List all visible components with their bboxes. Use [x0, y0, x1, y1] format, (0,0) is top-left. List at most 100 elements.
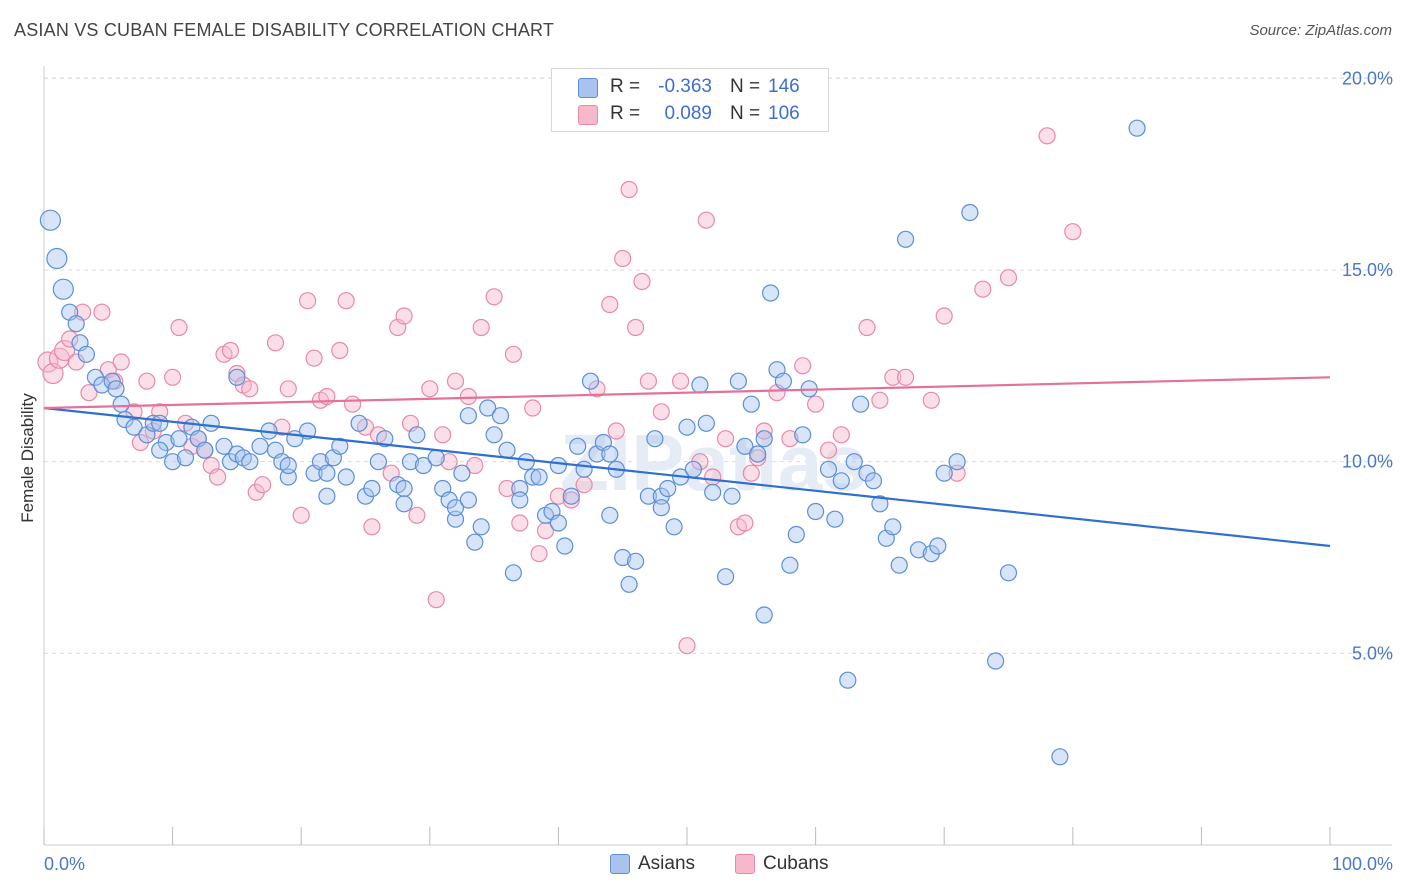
cubans-point: [922, 391, 940, 409]
cubans-legend-swatch: [735, 854, 755, 874]
asians-point: [1051, 748, 1069, 766]
asians-point: [845, 453, 863, 471]
cubans-point: [446, 372, 465, 390]
cubans-point: [221, 341, 240, 360]
cubans-point: [832, 426, 850, 444]
asians-point: [806, 502, 825, 521]
cubans-point: [974, 280, 992, 298]
asians-point: [569, 437, 587, 455]
asians-point: [479, 399, 497, 417]
asians-point: [376, 430, 394, 448]
asians-point: [864, 472, 883, 490]
asians-point: [794, 426, 812, 444]
asians-point: [948, 453, 966, 471]
y-tick-label: 15.0%: [1342, 260, 1393, 280]
legend-r-label: R =: [610, 103, 641, 124]
asians-point: [524, 468, 542, 486]
legend-n-value: 146: [768, 76, 800, 97]
cubans-point: [781, 430, 799, 448]
cubans-point: [170, 318, 188, 337]
cubans-point: [1064, 223, 1082, 241]
asians-point: [890, 556, 908, 574]
cubans-point: [37, 351, 59, 373]
asians-point: [164, 453, 182, 471]
asians-point: [909, 541, 928, 559]
y-axis-label: Female Disability: [18, 393, 37, 523]
tick-labels: 5.0% 10.0% 15.0% 20.0% 0.0% 100.0% Female Disa…: [18, 68, 1393, 874]
cubans-point: [742, 464, 760, 482]
asians-point: [251, 437, 269, 455]
cubans-point: [164, 368, 182, 386]
asians-point: [228, 368, 246, 386]
cubans-point: [749, 449, 767, 467]
series-legend: Asians Cubans: [0, 852, 1406, 878]
correlation-legend: R = -0.363 N = 146 R = 0.089 N = 106: [551, 68, 829, 132]
cubans-point: [935, 307, 953, 325]
legend-label-cubans: Cubans: [763, 853, 829, 874]
asians-point: [652, 499, 670, 517]
asians-point: [896, 230, 915, 248]
asians-point: [241, 453, 259, 471]
cubans-point: [466, 456, 484, 475]
asians-trend-line: [43, 406, 1331, 548]
asians-point: [549, 456, 568, 475]
asians-point: [46, 247, 68, 270]
cubans-point: [209, 468, 227, 486]
y-tick-label: 20.0%: [1342, 68, 1393, 88]
cubans-trend-line: [43, 376, 1331, 410]
asians-point: [665, 518, 683, 536]
asians-point: [67, 315, 85, 333]
asians-point: [93, 376, 111, 394]
x-tick-label: 100.0%: [1332, 854, 1393, 874]
asians-point: [755, 606, 773, 624]
asians-point: [517, 453, 535, 471]
asians-point: [369, 453, 387, 471]
x-tick-label: 0.0%: [44, 854, 85, 874]
cubans-point: [408, 506, 426, 524]
cubans-point: [678, 637, 696, 655]
asians-point: [755, 430, 773, 448]
asians-point: [556, 537, 574, 555]
cubans-point: [736, 514, 754, 532]
cubans-points: [37, 127, 1082, 655]
cubans-point: [819, 441, 838, 459]
cubans-point: [337, 292, 355, 310]
cubans-point: [61, 330, 79, 348]
asians-point: [575, 460, 593, 478]
asians-point: [684, 460, 703, 478]
cubans-point: [344, 395, 362, 413]
asians-point: [350, 414, 368, 432]
cubans-point: [562, 491, 580, 509]
cubans-point: [884, 368, 902, 386]
cubans-point: [697, 211, 715, 229]
asians-point: [453, 464, 471, 482]
cubans-swatch: [578, 105, 598, 125]
asians-point: [774, 372, 793, 390]
asians-point: [466, 533, 484, 551]
cubans-point: [524, 399, 542, 417]
cubans-point: [626, 318, 645, 337]
asians-point: [39, 209, 62, 231]
asians-point: [414, 456, 432, 475]
cubans-point: [511, 514, 529, 532]
grid-lines: [44, 77, 1392, 654]
legend-row-cubans: R = 0.089 N = 106: [552, 101, 828, 127]
asians-point: [884, 518, 902, 536]
asians-point: [427, 449, 445, 467]
asians-point: [176, 449, 195, 467]
asians-point: [112, 395, 130, 413]
asians-point: [401, 453, 420, 471]
asians-point: [331, 437, 349, 455]
cubans-point: [871, 391, 889, 409]
cubans-point: [266, 334, 285, 352]
asians-point: [839, 671, 857, 689]
asians-point: [742, 395, 760, 413]
legend-r-label: R =: [610, 76, 641, 97]
cubans-point: [806, 395, 825, 413]
asians-swatch: [578, 78, 598, 98]
asians-point: [77, 345, 96, 363]
asians-point: [761, 284, 780, 302]
cubans-point: [292, 506, 310, 524]
asians-point: [337, 468, 355, 486]
